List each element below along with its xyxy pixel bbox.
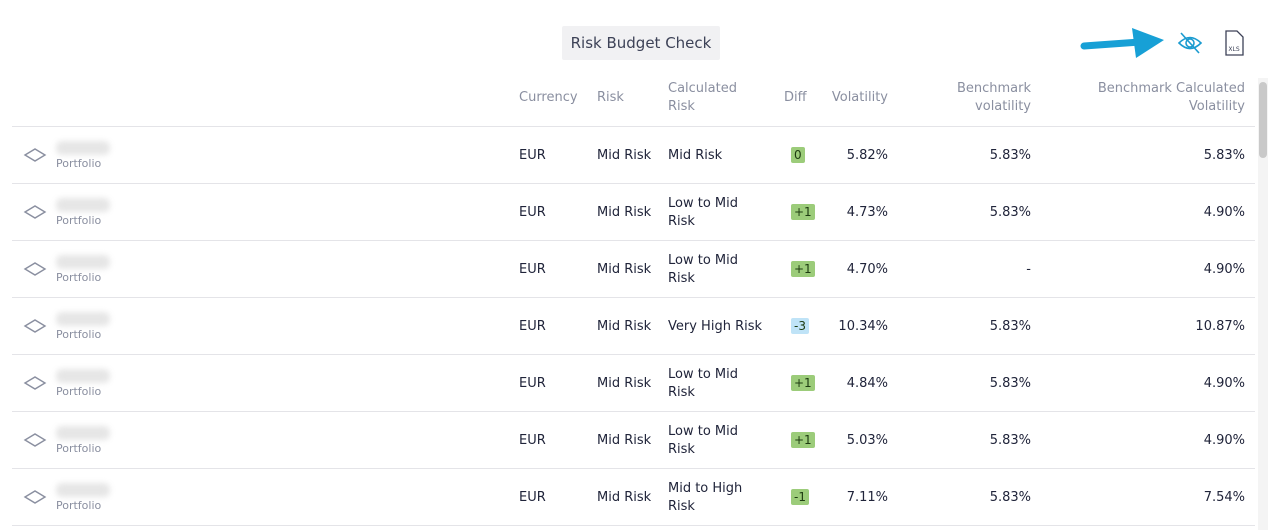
column-header: Benchmark Calculated Volatility [1097,81,1245,114]
cell-calculated-risk: Low to Mid Risk [668,196,738,229]
cell-risk: Mid Risk [597,376,652,391]
cell-currency: EUR [519,376,546,391]
portfolio-icon [23,262,47,276]
cell-volatility: 5.82% [846,148,888,163]
cell-benchmark-calculated-volatility: 4.90% [1203,262,1245,277]
row-separator [12,240,1255,241]
cell-calculated-risk: Very High Risk [668,319,763,334]
diff-badge: +1 [791,204,815,220]
column-header: Benchmark volatility [956,81,1031,114]
scrollbar[interactable] [1258,78,1268,530]
portfolio-icon [23,148,47,162]
row-separator [12,297,1255,298]
cell-currency: EUR [519,148,546,163]
row-separator [12,525,1255,526]
column-header: Diff [784,90,807,105]
cell-benchmark-calculated-volatility: 4.90% [1203,433,1245,448]
portfolio-icon [23,319,47,333]
row-type: Portfolio [56,328,102,341]
cell-benchmark-volatility: 5.83% [989,319,1031,334]
cell-benchmark-volatility: - [1026,262,1031,277]
export-icon[interactable]: XLS [1222,30,1248,58]
portfolio-icon [23,490,47,504]
row-separator [12,411,1255,412]
row-type: Portfolio [56,499,102,512]
hide-icon[interactable] [1176,30,1204,56]
cell-risk: Mid Risk [597,490,652,505]
row-separator [12,354,1255,355]
export-label: XLS [1228,46,1239,53]
diff-badge: +1 [791,261,815,277]
portfolio-icon [23,205,47,219]
cell-benchmark-volatility: 5.83% [989,376,1031,391]
page-title: Risk Budget Check [562,26,720,60]
cell-volatility: 10.34% [838,319,888,334]
cell-calculated-risk: Low to Mid Risk [668,424,738,457]
cell-benchmark-calculated-volatility: 5.83% [1203,148,1245,163]
portfolio-icon [23,376,47,390]
cell-risk: Mid Risk [597,319,652,334]
cell-volatility: 4.84% [846,376,888,391]
cell-benchmark-calculated-volatility: 4.90% [1203,205,1245,220]
cell-benchmark-volatility: 5.83% [989,490,1031,505]
row-type: Portfolio [56,157,102,170]
redacted-name [56,312,110,326]
cell-benchmark-calculated-volatility: 10.87% [1195,319,1245,334]
redacted-name [56,255,110,269]
scroll-thumb[interactable] [1259,82,1267,158]
cell-calculated-risk: Low to Mid Risk [668,253,738,286]
row-type: Portfolio [56,385,102,398]
cell-currency: EUR [519,433,546,448]
cell-calculated-risk: Mid to High Risk [668,481,743,514]
portfolio-icon [23,433,47,447]
cell-risk: Mid Risk [597,205,652,220]
cell-benchmark-volatility: 5.83% [989,148,1031,163]
redacted-name [56,483,110,497]
cell-volatility: 4.70% [846,262,888,277]
cell-calculated-risk: Mid Risk [668,148,723,163]
redacted-name [56,369,110,383]
row-type: Portfolio [56,442,102,455]
cell-currency: EUR [519,205,546,220]
cell-risk: Mid Risk [597,262,652,277]
cell-currency: EUR [519,490,546,505]
cell-benchmark-volatility: 5.83% [989,433,1031,448]
cell-calculated-risk: Low to Mid Risk [668,367,738,400]
diff-badge: +1 [791,375,815,391]
redacted-name [56,426,110,440]
column-header: Volatility [831,90,888,105]
cell-risk: Mid Risk [597,433,652,448]
redacted-name [56,141,110,155]
column-header: Risk [597,90,624,105]
cell-currency: EUR [519,319,546,334]
cell-benchmark-calculated-volatility: 7.54% [1203,490,1245,505]
row-separator [12,468,1255,469]
cell-risk: Mid Risk [597,148,652,163]
redacted-name [56,198,110,212]
diff-badge: -3 [791,318,809,334]
column-header: Currency [519,90,578,105]
diff-badge: +1 [791,432,815,448]
cell-benchmark-volatility: 5.83% [989,205,1031,220]
diff-badge: -1 [791,489,809,505]
column-header: Calculated Risk [668,81,737,114]
cell-currency: EUR [519,262,546,277]
cell-volatility: 7.11% [846,490,888,505]
annotation-arrow [1080,28,1164,58]
row-separator [12,126,1255,127]
row-separator [12,183,1255,184]
row-type: Portfolio [56,214,102,227]
cell-volatility: 4.73% [846,205,888,220]
row-type: Portfolio [56,271,102,284]
cell-volatility: 5.03% [846,433,888,448]
cell-benchmark-calculated-volatility: 4.90% [1203,376,1245,391]
diff-badge: 0 [791,147,805,163]
